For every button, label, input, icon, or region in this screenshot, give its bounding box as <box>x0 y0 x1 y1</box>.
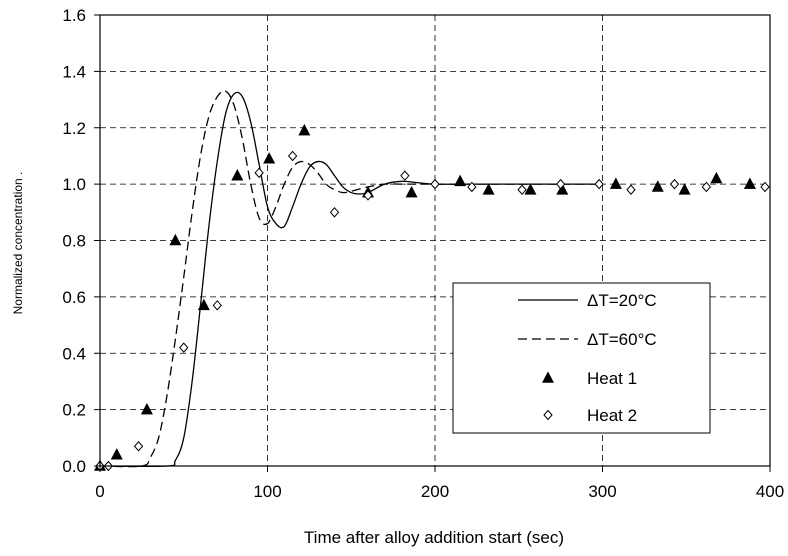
y-axis-label: Normalized concentration . <box>11 172 25 315</box>
data-point <box>287 150 298 162</box>
data-point <box>678 183 691 195</box>
data-point <box>454 174 467 187</box>
data-point <box>609 177 622 189</box>
data-point <box>626 184 636 196</box>
legend-entry: Heat 2 <box>543 406 637 425</box>
x-tick-label: 300 <box>588 482 616 501</box>
y-tick-label: 0.6 <box>62 288 86 307</box>
legend-box <box>452 282 711 434</box>
legend-label: ΔT=60°C <box>587 330 657 349</box>
data-point <box>169 233 182 246</box>
data-point <box>231 169 244 181</box>
legend-label: ΔT=20°C <box>587 291 657 310</box>
data-point <box>329 207 340 218</box>
y-tick-label: 1.4 <box>62 62 86 81</box>
data-point <box>430 178 440 190</box>
data-point <box>467 181 477 193</box>
data-point <box>743 177 756 189</box>
series-line <box>99 91 603 468</box>
y-tick-label: 0.8 <box>62 232 86 251</box>
data-point <box>400 170 410 181</box>
x-tick-label: 100 <box>253 482 281 501</box>
x-axis-label: Time after alloy addition start (sec) <box>304 528 564 547</box>
series-line <box>99 90 603 468</box>
data-point <box>298 123 311 136</box>
data-point <box>701 181 712 193</box>
x-tick-label: 200 <box>421 482 449 501</box>
legend-swatch-marker <box>543 409 553 421</box>
data-point <box>179 342 189 353</box>
legend-entry: Heat 1 <box>542 369 637 388</box>
axis-ticks <box>94 14 771 472</box>
series-2 <box>99 90 603 468</box>
data-point <box>405 185 418 198</box>
y-tick-label: 1.6 <box>62 6 86 25</box>
series-1 <box>99 91 603 468</box>
data-point <box>710 171 723 184</box>
legend-label: Heat 1 <box>587 369 637 388</box>
series-layer <box>94 90 770 472</box>
legend-swatch-marker <box>542 371 554 383</box>
legend: ΔT=20°C ΔT=60°C Heat 1 Heat 2 <box>452 282 711 434</box>
x-tick-label: 400 <box>756 482 784 501</box>
legend-entry: ΔT=60°C <box>518 330 657 349</box>
y-tick-label: 0.0 <box>62 457 86 476</box>
data-point <box>363 190 373 201</box>
data-point <box>651 180 664 192</box>
data-point <box>263 152 276 164</box>
legend-entry: ΔT=20°C <box>518 291 657 310</box>
y-tick-label: 0.2 <box>62 401 86 420</box>
data-point <box>212 300 222 311</box>
data-point <box>140 402 153 415</box>
data-point <box>254 167 264 179</box>
tick-labels: 0.0 0.2 0.4 0.6 0.8 1.0 1.2 1.4 1.6 0 100 200 300 400 <box>62 6 784 501</box>
data-point <box>556 183 569 195</box>
y-tick-label: 0.4 <box>62 344 86 363</box>
legend-label: Heat 2 <box>587 406 637 425</box>
y-tick-label: 1.2 <box>62 119 86 138</box>
data-point <box>197 298 210 311</box>
data-point <box>110 448 123 460</box>
y-tick-label: 1.0 <box>62 175 86 194</box>
data-point <box>482 183 495 195</box>
data-point <box>760 181 770 193</box>
data-point <box>524 183 537 195</box>
data-point <box>669 178 680 190</box>
data-point <box>594 178 604 190</box>
data-point <box>555 178 566 190</box>
data-point <box>517 184 527 196</box>
data-point <box>133 441 144 452</box>
x-tick-label: 0 <box>95 482 104 501</box>
